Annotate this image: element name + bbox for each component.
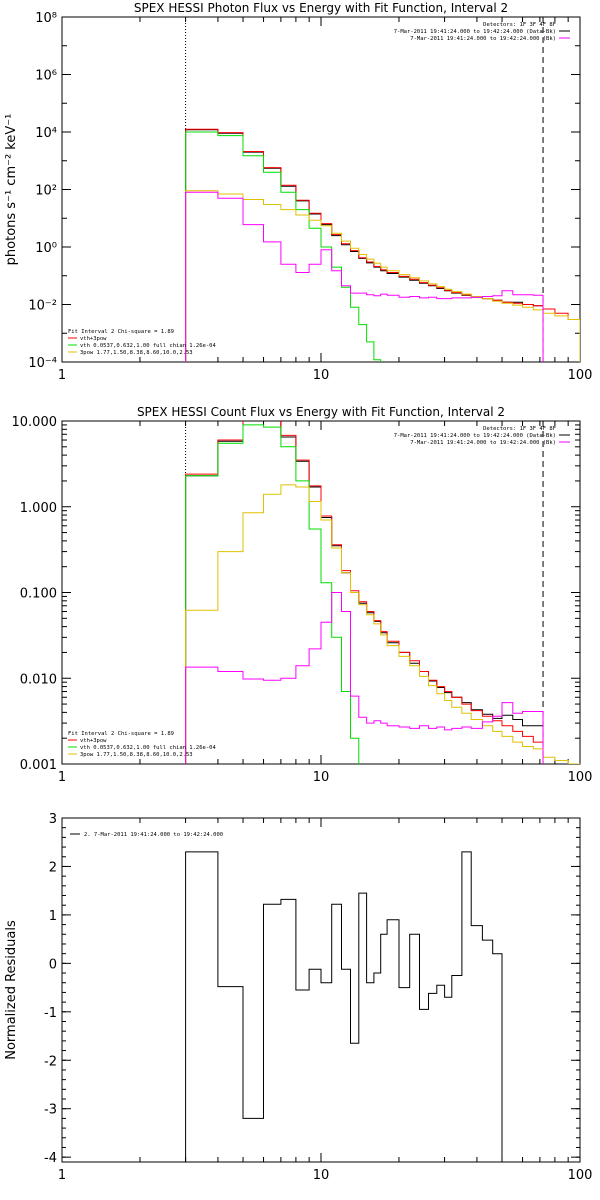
y-tick-label: 10² xyxy=(35,184,57,199)
y-tick-label: 1 xyxy=(49,909,57,924)
x-tick-label: 100 xyxy=(568,1168,593,1183)
y-tick-label: 10.000 xyxy=(12,415,58,430)
series-line-bk xyxy=(185,191,544,362)
chart-title: SPEX HESSI Count Flux vs Energy with Fit… xyxy=(137,405,505,419)
y-tick-label: 10⁶ xyxy=(35,69,57,84)
y-tick-label: 1.000 xyxy=(20,501,57,516)
x-tick-label: 1 xyxy=(58,1168,66,1183)
x-tick-label: 100 xyxy=(568,368,593,383)
y-tick-label: 10⁴ xyxy=(35,126,57,141)
legend-text-top-right: 7-Mar-2011 19:41:24.000 to 19:42:24.000 … xyxy=(410,36,556,42)
series-line-vth-3pow xyxy=(185,421,544,764)
legend-text-top-right: Detectors: 1F 3F 4F 8F xyxy=(483,426,556,432)
chart-panel-1: SPEX HESSI Photon Flux vs Energy with Fi… xyxy=(4,1,593,383)
series-line-bk xyxy=(185,592,544,764)
y-tick-label: 2 xyxy=(49,860,57,875)
y-tick-label: 0.001 xyxy=(20,758,57,773)
y-tick-label: 10⁰ xyxy=(35,241,57,256)
series-group xyxy=(185,851,503,1162)
plot-frame xyxy=(61,16,581,363)
legend-text-bottom-left: vth+3pow xyxy=(80,336,107,342)
series-group xyxy=(185,128,580,362)
y-tick-label: -2 xyxy=(44,1054,57,1069)
series-line-data-bk xyxy=(185,129,544,362)
legend-text-bottom-left: vth 0.0537,0.632,1.00 full chian 1.26e-0… xyxy=(80,745,216,751)
x-tick-label: 10 xyxy=(313,770,330,785)
x-tick-label: 1 xyxy=(58,770,66,785)
legend-text-top-right: 7-Mar-2011 19:41:24.000 to 19:42:24.000 … xyxy=(394,29,556,35)
series-line-vth xyxy=(185,131,382,362)
legend-text-bottom-left: vth+3pow xyxy=(80,738,107,744)
y-tick-label: 10⁻² xyxy=(28,299,57,314)
chart-title: SPEX HESSI Photon Flux vs Energy with Fi… xyxy=(134,1,508,15)
legend-text-top-right: 7-Mar-2011 19:41:24.000 to 19:42:24.000 … xyxy=(410,440,556,446)
series-line-3pow xyxy=(185,484,580,764)
y-tick-label: 0.100 xyxy=(20,587,57,602)
x-tick-label: 10 xyxy=(313,1168,330,1183)
y-tick-label: 10⁻⁴ xyxy=(28,356,57,371)
series-line-2-7-mar-2011-19-41-24-000-to-19-42-24-000 xyxy=(185,851,503,1162)
chart-panel-2: SPEX HESSI Count Flux vs Energy with Fit… xyxy=(12,405,593,785)
y-tick-label: 0.010 xyxy=(20,672,57,687)
legend-text-top-right: Detectors: 1F 3F 4F 8F xyxy=(483,22,556,28)
y-tick-label: 10⁸ xyxy=(35,11,57,26)
legend-text-bottom-left: 3pow 1.77,1.50,8.38,8.60,10.0,2.53 xyxy=(80,350,193,356)
series-line-data-bk xyxy=(185,421,544,764)
legend-text-bottom-left: Fit Interval 2 Chi-square = 1.89 xyxy=(68,731,174,737)
chart-panel-3: 1 10 100 -4 -3 -2 -1 0 1 2 3 Normalized Residuals 2.… xyxy=(4,812,592,1183)
x-tick-label: 10 xyxy=(313,368,330,383)
legend-text-bottom-left: 3pow 1.77,1.50,8.38,8.60,10.0,2.53 xyxy=(80,752,193,758)
legend-text-top-left: 2. 7-Mar-2011 19:41:24.000 to 19:42:24.0… xyxy=(84,832,223,838)
x-tick-label: 1 xyxy=(58,368,66,383)
y-tick-label: -3 xyxy=(44,1103,57,1118)
x-tick-label: 100 xyxy=(568,770,593,785)
series-group xyxy=(185,421,580,764)
y-tick-label: -1 xyxy=(44,1006,57,1021)
legend-text-bottom-left: vth 0.0537,0.632,1.00 full chian 1.26e-0… xyxy=(80,343,216,349)
legend-text-top-right: 7-Mar-2011 19:41:24.000 to 19:42:24.000 … xyxy=(394,433,556,439)
y-axis-label: Normalized Residuals xyxy=(4,920,19,1060)
series-line-3pow xyxy=(185,190,580,362)
y-tick-label: -4 xyxy=(44,1151,57,1166)
legend-text-bottom-left: Fit Interval 2 Chi-square = 1.89 xyxy=(68,329,174,335)
y-axis-label: photons s⁻¹ cm⁻² keV⁻¹ xyxy=(4,114,19,266)
y-tick-label: 3 xyxy=(49,812,57,827)
y-tick-label: 0 xyxy=(49,957,57,972)
series-line-vth xyxy=(185,424,360,764)
